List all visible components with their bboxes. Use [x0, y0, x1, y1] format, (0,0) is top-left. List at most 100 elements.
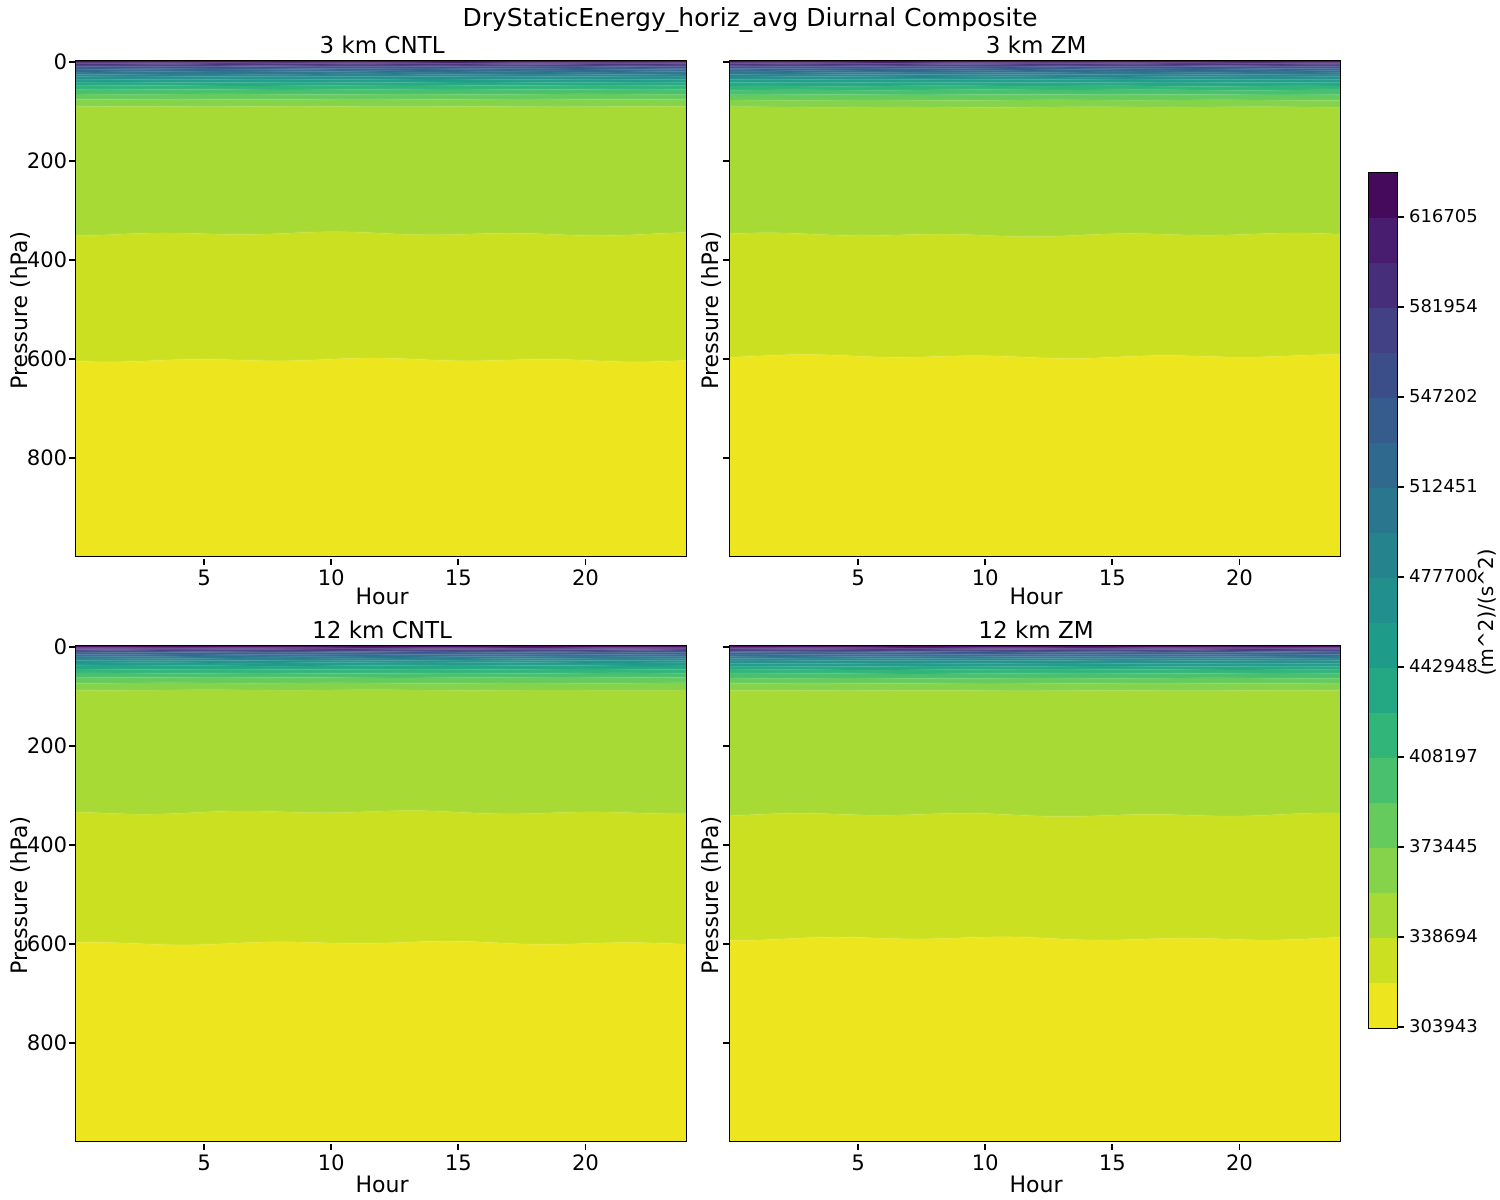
x-tick-label: 15 [444, 1151, 472, 1175]
y-tickmark [723, 457, 730, 459]
y-tick-label: 800 [26, 446, 67, 470]
y-tickmark [69, 457, 76, 459]
colorbar-band [1369, 218, 1397, 263]
colorbar-tickmark [1398, 846, 1404, 848]
y-tick-label: 600 [26, 932, 67, 956]
x-tickmark [330, 558, 332, 565]
y-tickmark [69, 1042, 76, 1044]
colorbar-band [1369, 938, 1397, 983]
y-tickmark [723, 646, 730, 648]
y-tickmark [69, 943, 76, 945]
colorbar-tick-label: 512451 [1409, 476, 1478, 497]
colorbar-unit-label: (m^2)/(s^2) [1474, 548, 1498, 676]
x-tick-label: 10 [971, 566, 999, 590]
colorbar [1368, 172, 1398, 1029]
colorbar-tick-label: 408197 [1409, 746, 1478, 767]
x-tickmark [203, 1143, 205, 1150]
x-tickmark [1111, 1143, 1114, 1150]
y-tickmark [723, 745, 730, 747]
colorbar-band [1369, 668, 1397, 713]
y-tickmark [69, 844, 76, 846]
colorbar-band [1369, 488, 1397, 533]
colorbar-band [1369, 893, 1397, 938]
contour-canvas [76, 646, 687, 1142]
x-tick-label: 5 [851, 566, 865, 590]
x-tickmark [857, 558, 859, 565]
colorbar-tickmark [1398, 306, 1404, 308]
x-tick-label: 10 [971, 1151, 999, 1175]
y-axis-label-bottom-right: Pressure (hPa) [699, 816, 724, 974]
y-tickmark [723, 259, 730, 261]
y-tick-label: 400 [26, 248, 67, 272]
y-tick-label: 400 [26, 833, 67, 857]
x-tickmark [203, 558, 205, 565]
figure-title: DryStaticEnergy_horiz_avg Diurnal Compos… [462, 3, 1038, 32]
y-tickmark [69, 745, 76, 747]
y-tick-label: 600 [26, 347, 67, 371]
colorbar-band [1369, 398, 1397, 443]
contour-canvas [730, 646, 1341, 1142]
colorbar-tick-label: 616705 [1409, 206, 1478, 227]
x-tick-label: 20 [571, 1151, 599, 1175]
panel-title-12-km-zm: 12 km ZM [978, 618, 1094, 644]
x-tickmark [584, 558, 587, 565]
colorbar-tick-label: 581954 [1409, 295, 1478, 317]
colorbar-tick-label: 442948 [1409, 656, 1478, 677]
colorbar-band [1369, 173, 1397, 218]
x-axis-label-bottom-right: Hour [1009, 1173, 1063, 1198]
y-tick-label: 200 [26, 734, 67, 758]
contour-plot-3-km-cntl [75, 60, 688, 558]
y-tick-label: 200 [26, 149, 67, 173]
x-tickmark [1238, 1143, 1241, 1150]
x-axis-label-bottom-left: Hour [355, 1173, 409, 1198]
colorbar-tick-label: 477700 [1409, 565, 1478, 587]
y-tickmark [723, 844, 730, 846]
colorbar-tickmark [1398, 216, 1404, 218]
colorbar-band [1369, 803, 1397, 848]
x-tickmark [1238, 558, 1241, 565]
x-tick-label: 5 [197, 1151, 211, 1175]
colorbar-tick-label: 547202 [1409, 386, 1478, 407]
colorbar-tick-label: 373445 [1409, 836, 1478, 857]
colorbar-tickmark [1398, 756, 1404, 758]
x-tickmark [330, 1143, 332, 1150]
colorbar-band [1369, 578, 1397, 623]
contour-plot-3-km-zm [729, 60, 1342, 558]
x-tickmark [984, 558, 986, 565]
contour-plot-12-km-cntl [75, 645, 688, 1143]
y-tickmark [69, 160, 76, 162]
colorbar-tickmark [1398, 486, 1404, 488]
colorbar-band [1369, 533, 1397, 578]
panel-title-3-km-cntl: 3 km CNTL [319, 33, 445, 59]
contour-canvas [730, 61, 1341, 557]
panel-title-3-km-zm: 3 km ZM [985, 33, 1087, 59]
x-axis-label-top-right: Hour [1009, 585, 1063, 610]
x-tick-label: 20 [571, 566, 599, 590]
colorbar-tickmark [1398, 576, 1404, 578]
colorbar-tickmark [1398, 396, 1404, 398]
colorbar-band [1369, 983, 1397, 1028]
x-tickmark [584, 1143, 587, 1150]
colorbar-tickmark [1398, 936, 1404, 938]
y-tickmark [69, 259, 76, 261]
x-tick-label: 10 [317, 566, 345, 590]
colorbar-tick-label: 338694 [1409, 926, 1478, 947]
y-tickmark [723, 160, 730, 162]
y-tick-label: 0 [53, 635, 67, 659]
colorbar-tickmark [1398, 666, 1404, 668]
x-tick-label: 15 [1098, 566, 1126, 590]
y-tickmark [723, 943, 730, 945]
colorbar-band [1369, 353, 1397, 398]
contour-plot-12-km-zm [729, 645, 1342, 1143]
y-tickmark [69, 358, 76, 360]
x-tickmark [457, 558, 460, 565]
y-tickmark [723, 1042, 730, 1044]
colorbar-band [1369, 443, 1397, 488]
x-tickmark [857, 1143, 859, 1150]
y-tick-label: 800 [26, 1031, 67, 1055]
x-tick-label: 15 [444, 566, 472, 590]
x-tick-label: 20 [1225, 1151, 1253, 1175]
y-tickmark [69, 61, 76, 63]
x-tickmark [1111, 558, 1114, 565]
